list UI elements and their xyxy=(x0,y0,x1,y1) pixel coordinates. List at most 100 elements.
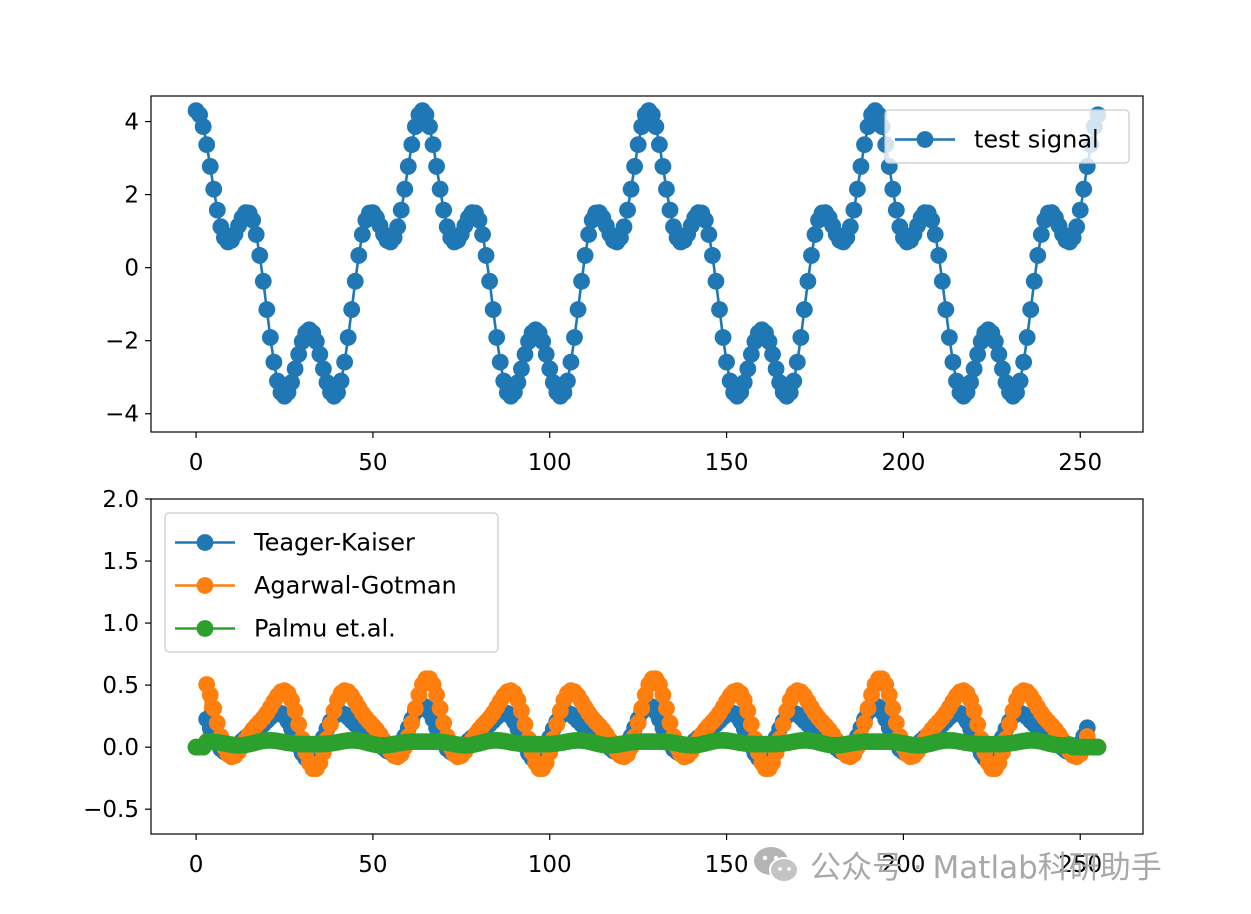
bottom-axes: 0 50 100 150 200 250 −0.5 0.0 0.5 1.0 1.5 2.0 Teage… xyxy=(83,487,1144,878)
test-signal-point xyxy=(711,301,728,318)
agarwal-gotman-point xyxy=(435,714,453,732)
y-tick-label: 2 xyxy=(124,183,139,209)
x-tick-label: 250 xyxy=(1058,450,1102,476)
y-tick-label: 0 xyxy=(124,256,139,282)
test-signal-point xyxy=(718,353,735,371)
agarwal-gotman-point xyxy=(286,702,304,720)
test-signal-point xyxy=(696,211,714,229)
test-signal-point xyxy=(990,345,1008,363)
agarwal-gotman-point xyxy=(513,702,530,720)
x-tick-label: 250 xyxy=(1058,852,1102,878)
watermark-text: 公众号 · Matlab科研助手 xyxy=(810,850,1162,886)
agarwal-gotman-point xyxy=(201,686,219,704)
test-signal-point xyxy=(622,180,640,198)
test-signal-point xyxy=(283,374,300,391)
test-signal-point xyxy=(852,158,870,175)
agarwal-gotman-point xyxy=(516,716,534,733)
legend-marker-test-signal xyxy=(916,131,934,148)
test-signal-point xyxy=(513,360,530,378)
test-signal-point xyxy=(986,333,1004,350)
test-signal-point xyxy=(626,158,644,175)
legend-box xyxy=(164,512,499,653)
test-signal-point xyxy=(516,345,534,363)
test-signal-point xyxy=(559,372,576,390)
top-axes-ticks: 0 50 100 150 200 250 −4 −2 0 2 4 xyxy=(105,110,1102,476)
test-signal-point xyxy=(569,301,587,318)
test-signal-point xyxy=(286,360,304,378)
test-signal-point xyxy=(650,136,668,154)
test-signal-point xyxy=(392,201,410,219)
y-tick-label: −2 xyxy=(105,329,139,355)
legend-label-agarwal-gotman: Agarwal-Gotman xyxy=(254,572,457,600)
test-signal-point xyxy=(806,226,824,243)
test-signal-point xyxy=(615,218,633,236)
test-signal-point xyxy=(658,180,675,198)
test-signal-point xyxy=(208,201,226,219)
x-tick-label: 200 xyxy=(881,450,925,476)
agarwal-gotman-point xyxy=(859,700,877,717)
test-signal-point xyxy=(785,372,803,390)
top-legend: test signal xyxy=(884,109,1130,164)
agarwal-gotman-point xyxy=(856,714,873,732)
test-signal-point xyxy=(247,226,265,243)
test-signal-point xyxy=(1022,301,1040,318)
agarwal-gotman-point xyxy=(654,686,672,704)
top-axes: 0 50 100 150 200 250 −4 −2 0 2 4 test signal xyxy=(105,95,1144,476)
test-signal-point xyxy=(788,353,806,371)
test-signal-point xyxy=(488,329,506,346)
test-signal-point xyxy=(573,272,590,290)
test-signal-point xyxy=(315,360,332,378)
agarwal-gotman-point xyxy=(739,702,757,720)
test-signal-point xyxy=(198,136,216,154)
y-tick-label: −4 xyxy=(105,402,139,428)
test-signal-point xyxy=(930,247,948,264)
test-signal-point xyxy=(562,353,580,371)
test-signal-point xyxy=(933,272,951,290)
test-signal-point xyxy=(537,345,555,363)
palmu-et-al-point xyxy=(1089,738,1107,756)
palmu-et-al-points xyxy=(187,731,1107,756)
y-tick-label: 1.0 xyxy=(102,611,139,637)
agarwal-gotman-point xyxy=(428,686,445,704)
y-tick-label: 0.0 xyxy=(102,735,139,761)
legend-marker-palmu-et-al xyxy=(196,620,214,637)
test-signal-point xyxy=(350,247,368,264)
top-axes-frame xyxy=(150,95,1144,433)
y-tick-label: 4 xyxy=(124,110,139,136)
test-signal-point xyxy=(994,360,1011,378)
test-signal-point xyxy=(477,247,495,264)
test-signal-point xyxy=(403,136,421,154)
test-signal-point xyxy=(654,158,672,175)
test-signal-point xyxy=(1071,201,1089,219)
test-signal-point xyxy=(396,180,414,198)
test-signal-point xyxy=(339,329,357,346)
bottom-legend: Teager-Kaiser Agarwal-Gotman Palmu et.al. xyxy=(164,512,499,653)
x-tick-label: 150 xyxy=(705,852,749,878)
bottom-axes-frame xyxy=(150,498,1144,835)
test-signal-point xyxy=(389,218,407,236)
test-signal-point xyxy=(566,329,583,346)
agarwal-gotman-point xyxy=(431,700,449,717)
test-signal-point xyxy=(739,360,757,378)
test-signal-point xyxy=(201,158,219,175)
test-signal-point xyxy=(194,118,212,136)
test-signal-point xyxy=(792,329,810,346)
test-signal-point xyxy=(332,372,350,390)
test-signal-point xyxy=(937,301,955,318)
test-signal-point xyxy=(1015,353,1033,371)
agarwal-gotman-point xyxy=(774,716,792,733)
test-signal-points xyxy=(187,102,1107,405)
test-signal-point xyxy=(261,329,279,346)
test-signal-point xyxy=(258,301,276,318)
agarwal-gotman-point xyxy=(658,700,675,717)
test-signal-point xyxy=(884,180,902,198)
x-tick-label: 100 xyxy=(528,450,572,476)
agarwal-gotman-point xyxy=(633,700,651,717)
watermark: 公众号 · Matlab科研助手 xyxy=(752,842,1162,887)
test-signal-point xyxy=(580,226,598,243)
agarwal-gotman-point xyxy=(661,714,679,732)
test-signal-point xyxy=(1018,329,1036,346)
test-signal-point xyxy=(940,329,958,346)
agarwal-gotman-point xyxy=(205,700,223,717)
test-signal-point xyxy=(923,211,941,229)
